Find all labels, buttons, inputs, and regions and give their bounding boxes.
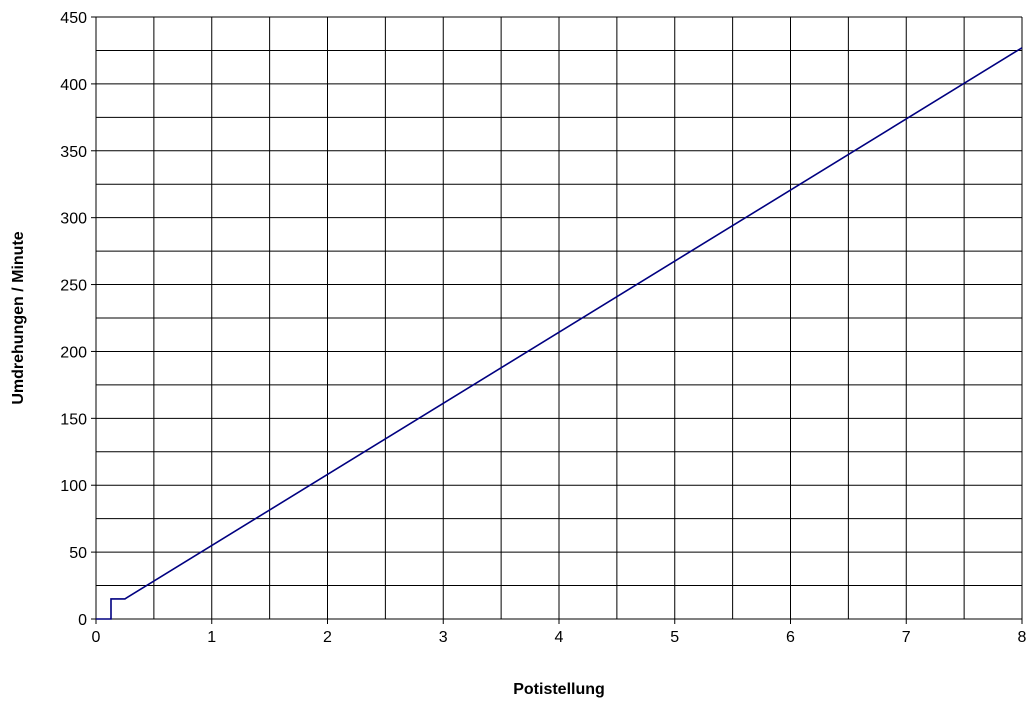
x-tick-label-2: 2 [323, 629, 332, 646]
y-tick-label-9: 450 [60, 10, 87, 27]
y-tick-label-1: 50 [69, 545, 87, 562]
x-tick-label-3: 3 [439, 629, 448, 646]
y-tick-label-6: 300 [60, 211, 87, 228]
y-tick-label-4: 200 [60, 344, 87, 361]
y-tick-label-0: 0 [78, 612, 87, 629]
y-tick-label-3: 150 [60, 411, 87, 428]
y-tick-label-8: 400 [60, 77, 87, 94]
series-layer [96, 47, 1023, 620]
y-axis-title: Umdrehungen / Minute [10, 231, 27, 404]
x-tick-label-5: 5 [670, 629, 679, 646]
x-axis-ticks: 0 1 2 3 4 5 6 7 8 [92, 619, 1027, 646]
x-tick-label-7: 7 [902, 629, 911, 646]
y-tick-label-2: 100 [60, 478, 87, 495]
y-tick-label-7: 350 [60, 144, 87, 161]
x-tick-label-1: 1 [207, 629, 216, 646]
x-tick-label-8: 8 [1018, 629, 1027, 646]
x-axis-title: Potistellung [513, 681, 605, 698]
series-line-0 [96, 47, 1023, 620]
grid [95, 16, 1023, 620]
y-axis-ticks: 0 50 100 150 200 250 300 350 400 450 [60, 10, 96, 629]
x-tick-label-0: 0 [92, 629, 101, 646]
x-tick-label-4: 4 [555, 629, 564, 646]
x-tick-label-6: 6 [786, 629, 795, 646]
y-tick-label-5: 250 [60, 278, 87, 295]
